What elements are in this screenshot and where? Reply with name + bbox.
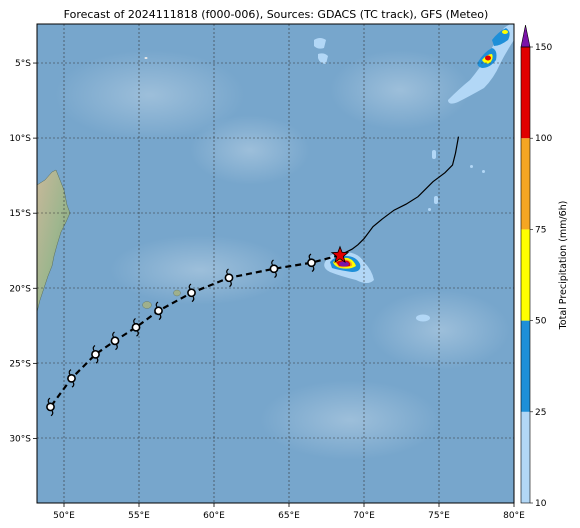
track-point-marker — [224, 268, 234, 288]
colorbar-segment — [521, 229, 530, 321]
track-point-marker — [187, 283, 196, 303]
y-axis-ticks: 5°S 10°S 15°S 20°S 25°S 30°S — [9, 59, 37, 444]
colorbar: 10 25 50 75 100 150 — [520, 24, 552, 509]
chart-title: Forecast of 2024111818 (f000-006), Sourc… — [64, 8, 489, 21]
y-tick-label: 5°S — [15, 59, 31, 69]
track-point-marker — [110, 331, 120, 351]
colorbar-segment — [521, 47, 530, 139]
colorbar-tick-label: 50 — [535, 317, 547, 327]
track-point-marker — [131, 318, 141, 337]
track-point-marker — [46, 397, 55, 417]
colorbar-frame — [520, 46, 531, 504]
map-frame — [36, 23, 515, 504]
small-island — [144, 57, 148, 59]
colorbar-label: Total Precipitation (mm/6h) — [558, 201, 569, 331]
y-tick-label: 10°S — [9, 134, 31, 144]
colorbar-segment — [521, 411, 530, 503]
x-tick-label: 75°E — [428, 511, 450, 521]
past-track-line — [339, 136, 460, 256]
y-tick-label: 30°S — [9, 434, 31, 444]
map-area — [37, 24, 514, 503]
colorbar-tick-label: 150 — [535, 43, 552, 53]
track-point-marker — [307, 253, 316, 273]
colorbar-segment — [521, 320, 530, 412]
colorbar-tick-label: 10 — [535, 499, 547, 509]
colorbar-extend-arrow — [520, 24, 531, 48]
track-point-marker — [154, 301, 163, 321]
x-axis-ticks: 50°E 55°E 60°E 65°E 70°E 75°E 80°E — [53, 503, 525, 521]
colorbar-tick-label: 100 — [535, 134, 552, 144]
colorbar-tick-label: 25 — [535, 408, 546, 418]
track-point-marker — [67, 369, 76, 388]
gridlines — [37, 24, 514, 503]
precipitation-layer — [314, 24, 514, 322]
y-tick-label: 25°S — [9, 359, 31, 369]
y-tick-label: 20°S — [9, 284, 31, 294]
y-tick-label: 15°S — [9, 209, 31, 219]
track-point-marker — [91, 345, 100, 364]
mauritius-island — [142, 301, 152, 309]
reunion-island — [173, 289, 181, 297]
x-tick-label: 80°E — [503, 511, 525, 521]
x-tick-label: 55°E — [128, 511, 150, 521]
track-point-marker — [269, 259, 279, 279]
madagascar-land — [37, 169, 71, 313]
forecast-track-markers — [46, 253, 316, 417]
colorbar-tick-label: 75 — [535, 225, 546, 235]
x-tick-label: 60°E — [203, 511, 225, 521]
current-position-star — [330, 245, 350, 264]
colorbar-segment — [521, 138, 530, 230]
x-tick-label: 70°E — [353, 511, 375, 521]
x-tick-label: 50°E — [53, 511, 75, 521]
x-tick-label: 65°E — [278, 511, 300, 521]
